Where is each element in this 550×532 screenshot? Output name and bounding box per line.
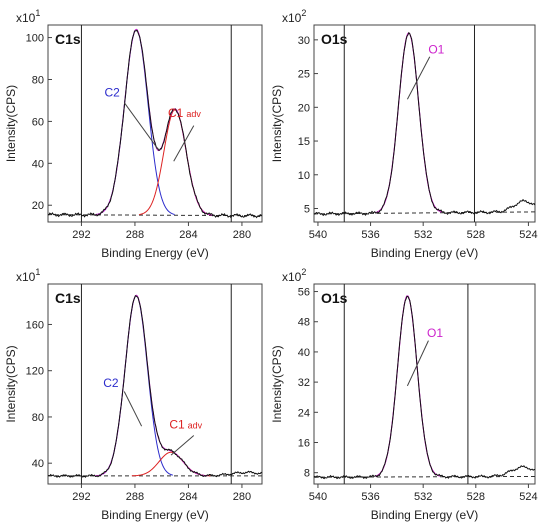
x-axis-title: Binding Energy (eV) xyxy=(371,508,478,522)
measured-spectrum xyxy=(47,295,263,478)
peak-label-main: C1 xyxy=(168,106,184,120)
y-tick-label: 8 xyxy=(304,468,310,480)
y-scale-exponent: 1 xyxy=(35,8,40,18)
peak-label-c1: C1 adv xyxy=(168,106,201,120)
y-tick-label: 80 xyxy=(32,74,44,86)
peak-label-o1: O1 xyxy=(428,42,444,56)
y-tick-label: 24 xyxy=(298,407,310,419)
plot-frame xyxy=(47,24,263,223)
y-tick-label: 120 xyxy=(26,366,44,378)
panel-label: O1s xyxy=(321,290,348,306)
x-tick-label: 284 xyxy=(179,229,197,241)
y-tick-label: 20 xyxy=(298,102,310,114)
x-tick-label: 528 xyxy=(467,491,485,503)
y-tick-label: 40 xyxy=(298,347,310,359)
y-tick-label: 20 xyxy=(32,200,44,212)
peak-label-main: C2 xyxy=(103,376,119,390)
x-axis-title: Binding Energy (eV) xyxy=(371,246,478,260)
x-tick-label: 532 xyxy=(414,229,432,241)
xps-panel-4: 8 16 24 32 40 48 56 540 536 532 528 524 Binding Ener… xyxy=(270,267,538,522)
peak-label-c2: C2 xyxy=(105,85,121,99)
annotation-leader xyxy=(406,340,429,387)
background-baseline xyxy=(313,475,536,478)
x-tick-label: 284 xyxy=(179,491,197,503)
x-tick-label: 524 xyxy=(519,229,537,241)
y-scale-exponent: 1 xyxy=(35,267,40,277)
annotation-leader xyxy=(406,56,431,100)
measured-spectrum xyxy=(47,29,263,219)
y-scale-exponent: 2 xyxy=(301,8,306,18)
peak-label-main: O1 xyxy=(427,326,443,340)
annotation-leader xyxy=(170,435,195,456)
y-scale-base: x10 xyxy=(282,11,302,25)
x-tick-label: 280 xyxy=(233,229,251,241)
x-tick-label: 280 xyxy=(233,491,251,503)
peak-label-main: C2 xyxy=(105,85,121,99)
y-tick-label: 48 xyxy=(298,317,310,329)
x-tick-label: 536 xyxy=(361,229,379,241)
x-tick-label: 540 xyxy=(309,491,327,503)
y-scale-base: x10 xyxy=(16,11,36,25)
y-tick-label: 30 xyxy=(298,35,310,47)
y-axis-title: Intensity(CPS) xyxy=(4,85,18,162)
y-tick-label: 25 xyxy=(298,69,310,81)
y-tick-label: 16 xyxy=(298,437,310,449)
y-axis-title: Intensity(CPS) xyxy=(4,345,18,422)
panel-label: C1s xyxy=(55,31,81,47)
peak-label-sub: adv xyxy=(186,109,201,119)
annotation-leader xyxy=(123,102,159,149)
y-tick-label: 160 xyxy=(26,319,44,331)
y-tick-label: 10 xyxy=(298,170,310,182)
y-scale-multiplier: x101 xyxy=(16,267,40,284)
y-scale-base: x10 xyxy=(16,270,36,284)
y-tick-label: 100 xyxy=(26,33,44,45)
x-tick-label: 540 xyxy=(309,229,327,241)
panel-label: C1s xyxy=(55,290,81,306)
y-scale-base: x10 xyxy=(282,270,302,284)
xps-panel-1: 20 40 60 80 100 292 288 284 280 Binding Energy (e… xyxy=(4,8,263,260)
y-scale-exponent: 2 xyxy=(301,267,306,277)
y-tick-label: 15 xyxy=(298,136,310,148)
xps-panel-2: 5 10 15 20 25 30 540 536 532 528 524 Binding Energy… xyxy=(270,8,538,260)
y-tick-label: 60 xyxy=(32,116,44,128)
xps-panel-3: 40 80 120 160 292 288 284 280 Binding Energy (eV… xyxy=(4,267,263,522)
x-tick-label: 292 xyxy=(72,229,90,241)
y-axis-title: Intensity(CPS) xyxy=(270,345,284,422)
panel-label: O1s xyxy=(321,31,348,47)
annotation-leader xyxy=(123,391,143,427)
x-tick-label: 292 xyxy=(72,491,90,503)
plot-frame xyxy=(313,283,536,485)
y-tick-label: 80 xyxy=(32,412,44,424)
peak-label-sub: adv xyxy=(188,421,203,431)
x-tick-label: 288 xyxy=(126,491,144,503)
measured-spectrum xyxy=(313,31,536,217)
x-tick-label: 524 xyxy=(519,491,537,503)
y-tick-label: 56 xyxy=(298,287,310,299)
y-scale-multiplier: x102 xyxy=(282,8,306,25)
y-tick-label: 40 xyxy=(32,158,44,170)
x-tick-label: 536 xyxy=(361,491,379,503)
y-scale-multiplier: x102 xyxy=(282,267,306,284)
plot-frame xyxy=(313,24,536,223)
peak-label-main: O1 xyxy=(428,42,444,56)
y-scale-multiplier: x101 xyxy=(16,8,40,25)
x-tick-label: 288 xyxy=(126,229,144,241)
x-tick-label: 528 xyxy=(467,229,485,241)
x-axis-title: Binding Energy (eV) xyxy=(101,246,208,260)
peak-label-c1: C1 adv xyxy=(169,418,202,432)
peak-label-o1: O1 xyxy=(427,326,443,340)
peak-label-c2: C2 xyxy=(103,376,119,390)
annotation-leader xyxy=(173,125,195,162)
y-tick-label: 40 xyxy=(32,458,44,470)
measured-spectrum xyxy=(313,295,536,480)
y-tick-label: 32 xyxy=(298,377,310,389)
y-axis-title: Intensity(CPS) xyxy=(270,85,284,162)
x-tick-label: 532 xyxy=(414,491,432,503)
plot-frame xyxy=(47,283,263,485)
y-tick-label: 5 xyxy=(304,204,310,216)
peak-label-main: C1 xyxy=(169,418,185,432)
x-axis-title: Binding Energy (eV) xyxy=(101,508,208,522)
